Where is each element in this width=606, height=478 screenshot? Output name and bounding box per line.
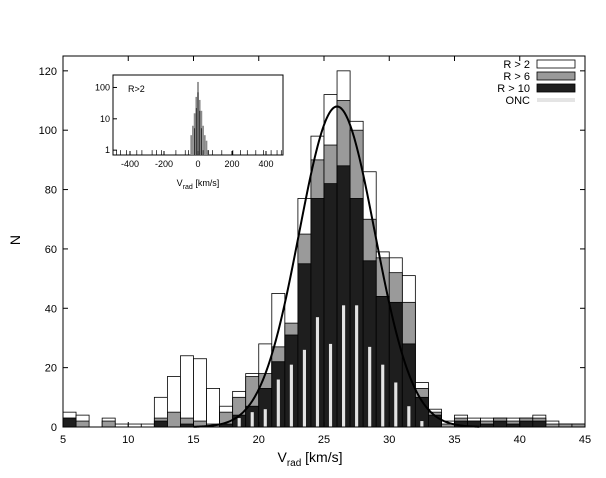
legend-swatch [537, 98, 575, 102]
inset-x-tick-label: 0 [195, 159, 200, 169]
y-tick-label: 120 [39, 66, 57, 78]
bar [193, 358, 207, 428]
x-tick-label: 15 [187, 434, 199, 446]
inset-bars [116, 81, 282, 155]
bar [328, 343, 333, 427]
x-tick-label: 5 [60, 434, 66, 446]
x-tick-label: 10 [122, 434, 134, 446]
bar [519, 420, 534, 428]
inset-bar [202, 125, 204, 155]
bar [276, 379, 280, 427]
y-tick-label: 0 [51, 422, 57, 434]
bar [420, 421, 424, 427]
fit-line [193, 105, 480, 428]
x-tick-label: 20 [253, 434, 265, 446]
bar [153, 420, 168, 428]
x-tick-label: 35 [448, 434, 460, 446]
bar [355, 305, 359, 427]
inset-y-tick-label: 10 [100, 114, 110, 124]
x-tick-label: 45 [579, 434, 591, 446]
x-tick-label: 30 [383, 434, 395, 446]
legend-label: ONC [506, 95, 531, 107]
bar [381, 364, 385, 427]
inset-x-tick-label: 200 [224, 159, 239, 169]
legend-swatch [536, 83, 576, 93]
inset-bar [199, 110, 201, 155]
y-tick-label: 100 [39, 125, 57, 137]
x-axis-ticks: 5 10 15 20 25 30 35 40 45 [60, 56, 591, 446]
bar [180, 355, 194, 428]
histogram-bars [62, 70, 586, 428]
inset-bar [194, 128, 196, 155]
bar [394, 382, 398, 427]
bar [407, 406, 411, 427]
inset-bar [203, 135, 206, 155]
bar [166, 411, 181, 428]
x-axis-label: Vrad [km/s] [277, 449, 342, 469]
legend-swatch [536, 71, 576, 81]
inset-x-tick-label: -400 [121, 159, 139, 169]
bar [315, 317, 320, 427]
y-tick-label: 20 [45, 363, 57, 375]
bar [237, 418, 241, 427]
inset-x-tick-label: -200 [155, 159, 173, 169]
bar [368, 346, 372, 427]
y-axis-label: N [7, 235, 23, 245]
bar [493, 420, 508, 428]
inset-label: R>2 [128, 84, 145, 94]
inset-bar [195, 108, 197, 155]
inset-bar [200, 128, 202, 155]
bar [62, 417, 77, 428]
inset-bar [205, 140, 208, 155]
inset-bar [192, 125, 194, 155]
legend-label: R > 6 [503, 71, 530, 83]
bar [289, 364, 293, 427]
inset-bar [190, 135, 193, 155]
inset-plot: -400 -200 0 200 400 1 10 100 R>2 Vrad [km/s] [95, 74, 284, 191]
bar [101, 420, 116, 428]
legend-swatch [536, 59, 576, 69]
inset-ticks: -400 -200 0 200 400 1 10 100 [95, 82, 274, 169]
bar [532, 420, 547, 428]
y-tick-label: 80 [45, 185, 57, 197]
inset-y-tick-label: 1 [105, 145, 110, 155]
legend-label: R > 10 [497, 83, 530, 95]
inset-bar [197, 92, 199, 155]
legend-label: R > 2 [503, 59, 530, 71]
gaussian-fit [193, 105, 480, 428]
inset-x-tick-label: 400 [258, 159, 273, 169]
y-tick-label: 40 [45, 303, 57, 315]
x-tick-label: 40 [514, 434, 526, 446]
bar [302, 349, 306, 427]
bar [342, 305, 346, 427]
bar [250, 412, 254, 427]
bar [75, 420, 90, 428]
inset-bar [202, 150, 204, 155]
inset-x-axis-label: Vrad [km/s] [177, 178, 220, 191]
inset-y-tick-label: 100 [95, 82, 110, 92]
bar [263, 409, 267, 427]
bar [206, 388, 221, 428]
x-tick-label: 25 [318, 434, 330, 446]
y-tick-label: 60 [45, 244, 57, 256]
